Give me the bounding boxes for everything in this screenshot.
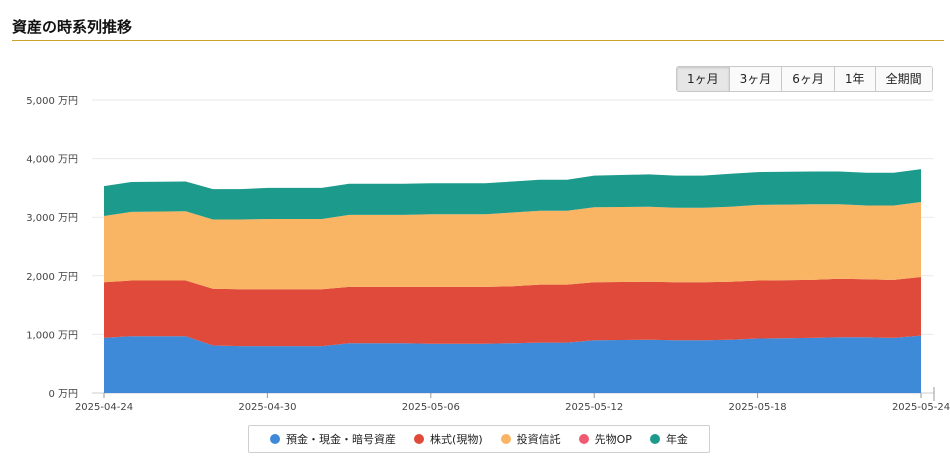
tab-3-months[interactable]: 3ヶ月 (728, 67, 782, 91)
y-tick-label: 2,000 万円 (26, 272, 78, 283)
legend-item-stocks[interactable]: 株式(現物) (414, 431, 483, 447)
asset-timeseries-chart: 0 万円 1,000 万円 2,000 万円 3,000 万円 4,000 万円 5,00… (26, 96, 950, 413)
legend-label-pension: 年金 (665, 433, 688, 446)
page-title: 資産の時系列推移 (12, 18, 133, 36)
legend-swatch-funds (500, 434, 511, 444)
legend-item-futures[interactable]: 先物OP (578, 431, 632, 447)
x-tick-label: 2025-05-24 (892, 402, 950, 413)
tab-1-month[interactable]: 1ヶ月 (677, 67, 729, 91)
legend-label-deposits: 預金・現金・暗号資産 (286, 433, 397, 446)
legend-swatch-futures (578, 434, 589, 444)
y-tick-label: 4,000 万円 (26, 155, 78, 166)
legend-item-deposits[interactable]: 預金・現金・暗号資産 (270, 431, 396, 447)
x-tick-label: 2025-05-12 (565, 402, 623, 413)
y-tick-label: 5,000 万円 (26, 96, 78, 107)
tab-all-period[interactable]: 全期間 (874, 67, 932, 91)
legend-swatch-deposits (270, 434, 281, 444)
x-tick-label: 2025-05-06 (402, 402, 460, 413)
chart-legend: 預金・現金・暗号資産 株式(現物) 投資信託 先物OP 年金 (248, 425, 710, 453)
area-series-4 (104, 169, 921, 220)
area-series-0 (104, 335, 921, 393)
y-tick-label: 0 万円 (48, 389, 78, 400)
legend-item-funds[interactable]: 投資信託 (500, 431, 561, 447)
tab-6-months[interactable]: 6ヶ月 (781, 67, 834, 91)
y-tick-label: 3,000 万円 (26, 213, 78, 224)
range-tabs: 1ヶ月 3ヶ月 6ヶ月 1年 全期間 (676, 66, 933, 92)
tab-1-year[interactable]: 1年 (833, 67, 875, 91)
legend-item-pension[interactable]: 年金 (649, 431, 688, 447)
x-tick-label: 2025-04-30 (238, 402, 296, 413)
legend-swatch-pension (649, 434, 660, 444)
y-tick-label: 1,000 万円 (26, 330, 78, 341)
legend-label-funds: 投資信託 (516, 433, 561, 446)
area-series-2 (104, 202, 921, 290)
legend-swatch-stocks (414, 434, 425, 444)
legend-label-stocks: 株式(現物) (430, 433, 483, 446)
x-tick-label: 2025-04-24 (75, 402, 133, 413)
legend-label-futures: 先物OP (594, 433, 632, 446)
x-tick-label: 2025-05-18 (729, 402, 787, 413)
area-series-1 (104, 277, 921, 347)
title-divider (12, 40, 944, 41)
